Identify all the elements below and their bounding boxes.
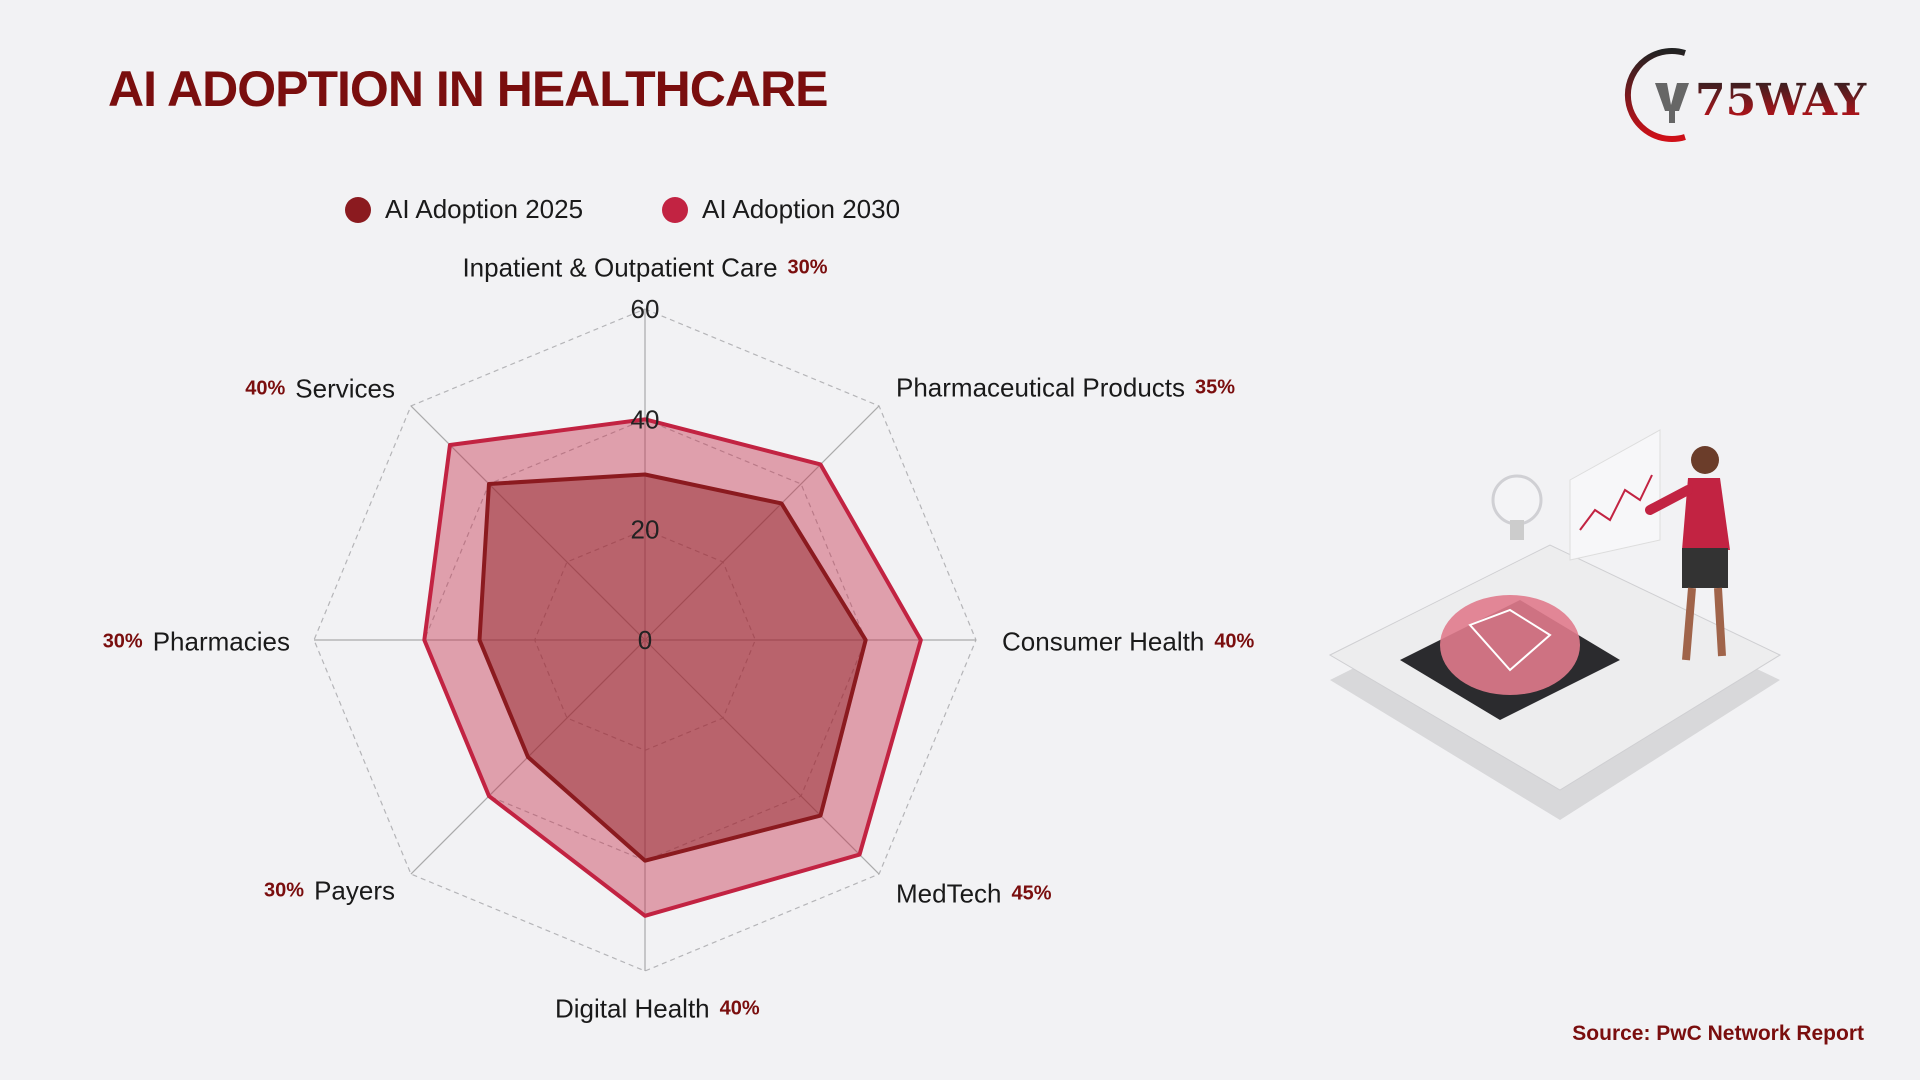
axis-label: Pharmacies: [152, 626, 290, 657]
legend-dot-icon: [345, 196, 371, 223]
axis-label-group: Digital Health 40%: [555, 994, 760, 1025]
page-title: AI ADOPTION IN HEALTHCARE: [108, 61, 828, 117]
radial-tick-label: 40: [631, 404, 660, 434]
legend-dot-icon: [662, 196, 688, 223]
axis-spoke: [644, 405, 880, 641]
ai-chip-illustration: [1328, 429, 1782, 820]
axis-label-group: Pharmaceutical Products 35%: [896, 373, 1235, 404]
axis-label: Services: [295, 373, 395, 404]
axis-label-group: MedTech 45%: [896, 879, 1052, 910]
axis-label-group: Inpatient & Outpatient Care 30%: [462, 253, 827, 284]
axis-label-group: 30% Pharmacies: [103, 627, 290, 658]
axis-label-group: Consumer Health 40%: [1002, 627, 1254, 658]
axis-spoke: [644, 639, 880, 875]
axis-label: Consumer Health: [1002, 626, 1205, 657]
legend-item-2025: AI Adoption 2025: [345, 194, 583, 225]
series-area-ai-adoption-2025: [477, 472, 868, 863]
axis-label: Digital Health: [555, 993, 710, 1024]
axis-label: Inpatient & Outpatient Care: [462, 252, 778, 283]
axis-percent: 30%: [102, 630, 143, 653]
axis-percent: 35%: [1195, 376, 1236, 399]
logo: 75WAY: [1615, 45, 1875, 150]
axis-percent: 40%: [719, 997, 760, 1020]
series-area-ai-adoption-2030: [422, 417, 923, 918]
source-note: Source: PwC Network Report: [1572, 1022, 1864, 1045]
axis-label: Pharmaceutical Products: [896, 372, 1186, 403]
legend-label: AI Adoption 2030: [702, 194, 901, 224]
radial-tick-label: 60: [631, 294, 660, 324]
radial-tick-label: 20: [631, 515, 660, 545]
legend-item-2030: AI Adoption 2030: [662, 194, 900, 225]
axis-label-group: 30% Payers: [264, 876, 395, 907]
axis-percent: 40%: [245, 377, 286, 400]
radial-tick-label: 0: [638, 625, 652, 655]
axis-percent: 40%: [1214, 630, 1255, 653]
logo-text: 75WAY: [1695, 75, 1867, 126]
axis-label: Payers: [314, 875, 395, 906]
axis-percent: 45%: [1011, 882, 1052, 905]
axis-label-group: 40% Services: [245, 374, 395, 405]
axis-label: MedTech: [896, 878, 1002, 909]
legend-label: AI Adoption 2025: [385, 194, 584, 224]
axis-percent: 30%: [787, 256, 828, 279]
grid-ring: [313, 308, 977, 972]
axis-percent: 30%: [264, 879, 305, 902]
